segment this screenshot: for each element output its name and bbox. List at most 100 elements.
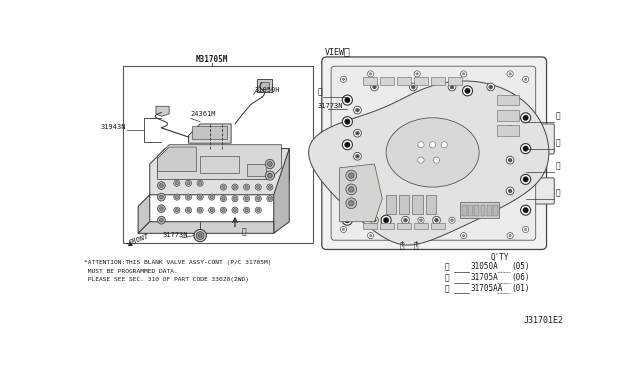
Circle shape: [342, 215, 353, 225]
Circle shape: [187, 209, 190, 212]
Circle shape: [523, 177, 529, 182]
Text: J31701E2: J31701E2: [524, 316, 563, 326]
Circle shape: [402, 217, 410, 224]
Circle shape: [433, 157, 440, 163]
Circle shape: [465, 88, 470, 93]
Bar: [412, 195, 422, 214]
Circle shape: [245, 186, 248, 189]
Polygon shape: [156, 106, 169, 116]
Circle shape: [268, 173, 272, 178]
Circle shape: [489, 85, 493, 89]
Circle shape: [506, 156, 514, 164]
Circle shape: [268, 197, 271, 200]
Text: Ⓑ: Ⓑ: [399, 241, 404, 250]
Circle shape: [412, 85, 415, 89]
Circle shape: [522, 76, 529, 82]
Bar: [123, 66, 312, 243]
Circle shape: [234, 197, 237, 200]
Bar: [481, 205, 485, 216]
Circle shape: [234, 209, 237, 212]
Circle shape: [197, 180, 204, 186]
Bar: [460, 202, 499, 218]
Circle shape: [520, 174, 531, 185]
Circle shape: [353, 206, 362, 214]
Circle shape: [157, 193, 165, 201]
Text: Ⓒ: Ⓒ: [556, 161, 561, 171]
Circle shape: [414, 232, 420, 239]
Bar: [426, 195, 436, 214]
Circle shape: [220, 184, 227, 190]
Circle shape: [506, 125, 514, 133]
Polygon shape: [138, 195, 150, 233]
Circle shape: [449, 217, 455, 223]
Circle shape: [159, 218, 163, 222]
Circle shape: [381, 215, 391, 225]
Circle shape: [523, 146, 529, 151]
Circle shape: [433, 217, 440, 224]
Bar: [497, 125, 518, 136]
Circle shape: [342, 170, 353, 180]
Circle shape: [509, 73, 511, 75]
Polygon shape: [274, 148, 289, 233]
Polygon shape: [157, 145, 282, 179]
Circle shape: [506, 187, 514, 195]
Circle shape: [369, 234, 372, 237]
Circle shape: [342, 198, 353, 208]
Text: 31050H: 31050H: [254, 87, 280, 93]
Circle shape: [245, 197, 248, 200]
Circle shape: [346, 198, 356, 209]
Circle shape: [345, 173, 350, 178]
Circle shape: [418, 217, 424, 223]
Text: PLEASE SEE SEC. 310 OF PART CODE 33020(2WD): PLEASE SEE SEC. 310 OF PART CODE 33020(2…: [84, 277, 249, 282]
Circle shape: [194, 230, 206, 242]
Circle shape: [353, 183, 362, 191]
Text: 31705A: 31705A: [470, 273, 499, 282]
Circle shape: [346, 184, 356, 195]
Bar: [193, 126, 227, 140]
Circle shape: [198, 196, 202, 199]
Bar: [474, 205, 479, 216]
Circle shape: [355, 208, 360, 212]
Circle shape: [463, 234, 465, 237]
Bar: [414, 77, 428, 85]
Circle shape: [342, 78, 345, 80]
Text: Ⓒ: Ⓒ: [413, 241, 418, 250]
Text: (06): (06): [511, 273, 530, 282]
Circle shape: [371, 217, 378, 224]
Circle shape: [175, 209, 179, 212]
Ellipse shape: [386, 118, 479, 187]
Circle shape: [220, 196, 227, 202]
Circle shape: [159, 195, 163, 199]
Text: 31943N: 31943N: [101, 124, 127, 130]
Circle shape: [355, 131, 360, 135]
Circle shape: [342, 228, 345, 231]
Polygon shape: [257, 79, 272, 92]
Circle shape: [174, 180, 180, 186]
Circle shape: [355, 108, 360, 112]
Polygon shape: [157, 147, 196, 172]
Circle shape: [244, 184, 250, 190]
Circle shape: [435, 218, 438, 222]
Circle shape: [209, 207, 215, 213]
Circle shape: [159, 184, 163, 187]
Circle shape: [340, 76, 347, 82]
Circle shape: [416, 73, 419, 75]
Bar: [448, 77, 462, 85]
Text: 31705AA: 31705AA: [470, 284, 503, 293]
Circle shape: [265, 159, 275, 169]
Circle shape: [349, 173, 354, 178]
Circle shape: [232, 196, 238, 202]
Circle shape: [267, 184, 273, 190]
Circle shape: [257, 197, 260, 200]
Circle shape: [187, 182, 190, 185]
Text: Q'TY: Q'TY: [491, 253, 509, 262]
Circle shape: [257, 186, 260, 189]
Circle shape: [345, 97, 350, 103]
FancyBboxPatch shape: [331, 66, 536, 240]
Circle shape: [404, 218, 408, 222]
Circle shape: [520, 144, 531, 154]
Bar: [200, 156, 239, 173]
Circle shape: [450, 85, 454, 89]
Circle shape: [198, 182, 202, 185]
Circle shape: [157, 217, 165, 224]
